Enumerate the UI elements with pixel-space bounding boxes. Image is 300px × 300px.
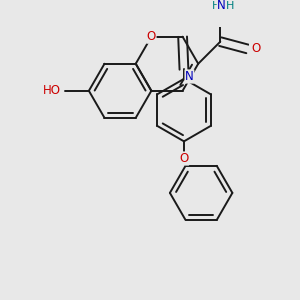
Text: H: H (212, 2, 220, 11)
Text: N: N (185, 70, 194, 83)
Text: O: O (147, 30, 156, 43)
Text: O: O (179, 152, 189, 165)
Text: N: N (217, 0, 226, 12)
Text: H: H (226, 2, 235, 11)
Text: HO: HO (43, 84, 61, 97)
Text: O: O (251, 42, 260, 56)
